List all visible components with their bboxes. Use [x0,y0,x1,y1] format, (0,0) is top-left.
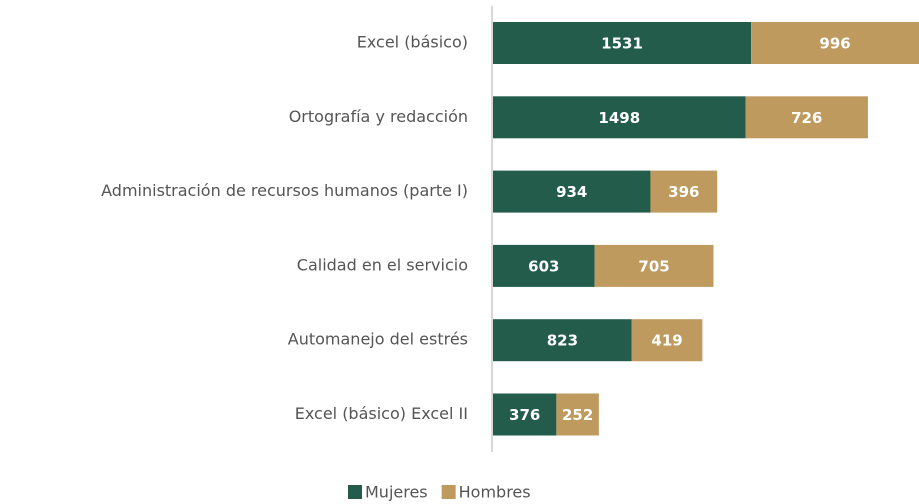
value-label: 1498 [598,109,640,127]
category-label: Ortografía y redacción [289,107,468,126]
bar-segment [631,319,703,362]
value-label: 996 [819,35,850,53]
bar-segment [493,393,557,436]
bar-segment [594,244,714,287]
legend-label: Mujeres [365,483,428,502]
value-label: 252 [562,406,593,424]
bar-segment [493,244,595,287]
bar-segment [493,170,651,213]
bar-segment [493,22,752,64]
legend-swatch [348,485,362,499]
category-label: Automanejo del estrés [288,330,468,349]
value-label: 705 [638,257,669,275]
value-label: 419 [651,332,682,350]
bar-segment [556,393,599,436]
value-label: 396 [668,183,699,201]
bar-segment [751,22,919,64]
value-label: 1531 [601,35,643,53]
category-label: Excel (básico) Excel II [295,404,468,423]
legend-label: Hombres [459,483,531,502]
bar-segment [745,96,868,139]
category-label: Excel (básico) [357,33,468,52]
value-label: 376 [509,406,540,424]
value-label: 934 [556,183,587,201]
value-label: 726 [791,109,822,127]
category-label: Administración de recursos humanos (part… [101,181,468,200]
bar-segment [493,96,746,139]
value-label: 603 [528,257,559,275]
bar-segment [650,170,718,213]
legend-swatch [441,485,456,499]
category-label: Calidad en el servicio [297,255,468,274]
bar-segment [493,319,632,362]
value-label: 823 [547,332,578,350]
